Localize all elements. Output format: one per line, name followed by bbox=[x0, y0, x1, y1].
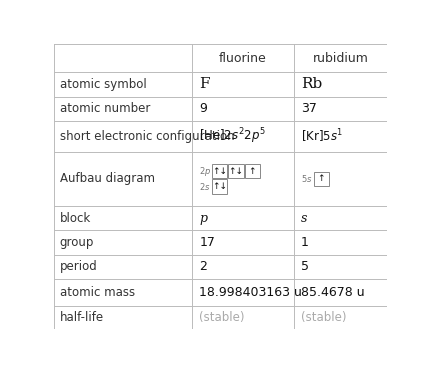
FancyBboxPatch shape bbox=[245, 164, 260, 178]
Text: atomic mass: atomic mass bbox=[60, 286, 135, 299]
Text: group: group bbox=[60, 236, 94, 249]
Text: 5: 5 bbox=[301, 260, 309, 273]
Text: 85.4678 u: 85.4678 u bbox=[301, 286, 365, 299]
Text: block: block bbox=[60, 212, 91, 225]
Text: $\mathregular{[He]2}s^{2}\mathregular{2}p^{5}$: $\mathregular{[He]2}s^{2}\mathregular{2}… bbox=[200, 127, 266, 146]
Text: 18.998403163 u: 18.998403163 u bbox=[200, 286, 302, 299]
Text: s: s bbox=[301, 212, 307, 225]
Text: $2s$: $2s$ bbox=[200, 181, 211, 192]
Text: 37: 37 bbox=[301, 102, 317, 115]
Text: $5s$: $5s$ bbox=[301, 173, 313, 184]
Text: (stable): (stable) bbox=[301, 311, 347, 324]
FancyBboxPatch shape bbox=[314, 172, 329, 186]
Text: p: p bbox=[200, 212, 207, 225]
Text: ↑↓: ↑↓ bbox=[212, 166, 227, 175]
Text: ↑↓: ↑↓ bbox=[228, 166, 243, 175]
Text: ↑: ↑ bbox=[249, 166, 256, 175]
Text: $\mathregular{[Kr]5}s^{1}$: $\mathregular{[Kr]5}s^{1}$ bbox=[301, 128, 344, 145]
Text: rubidium: rubidium bbox=[313, 52, 368, 65]
Text: F: F bbox=[200, 77, 210, 91]
Text: Rb: Rb bbox=[301, 77, 322, 91]
Text: ↑↓: ↑↓ bbox=[212, 182, 227, 191]
Text: atomic number: atomic number bbox=[60, 102, 150, 115]
FancyBboxPatch shape bbox=[212, 179, 227, 194]
FancyBboxPatch shape bbox=[212, 164, 227, 178]
Text: $2p$: $2p$ bbox=[200, 165, 212, 178]
Text: atomic symbol: atomic symbol bbox=[60, 78, 147, 91]
Text: fluorine: fluorine bbox=[219, 52, 267, 65]
Text: 2: 2 bbox=[200, 260, 207, 273]
Text: 9: 9 bbox=[200, 102, 207, 115]
Text: 17: 17 bbox=[200, 236, 215, 249]
Text: half-life: half-life bbox=[60, 311, 104, 324]
Text: Aufbau diagram: Aufbau diagram bbox=[60, 172, 155, 185]
FancyBboxPatch shape bbox=[228, 164, 244, 178]
Text: (stable): (stable) bbox=[200, 311, 245, 324]
Text: 1: 1 bbox=[301, 236, 309, 249]
Text: short electronic configuration: short electronic configuration bbox=[60, 130, 234, 143]
Text: ↑: ↑ bbox=[318, 174, 325, 183]
Text: period: period bbox=[60, 260, 98, 273]
